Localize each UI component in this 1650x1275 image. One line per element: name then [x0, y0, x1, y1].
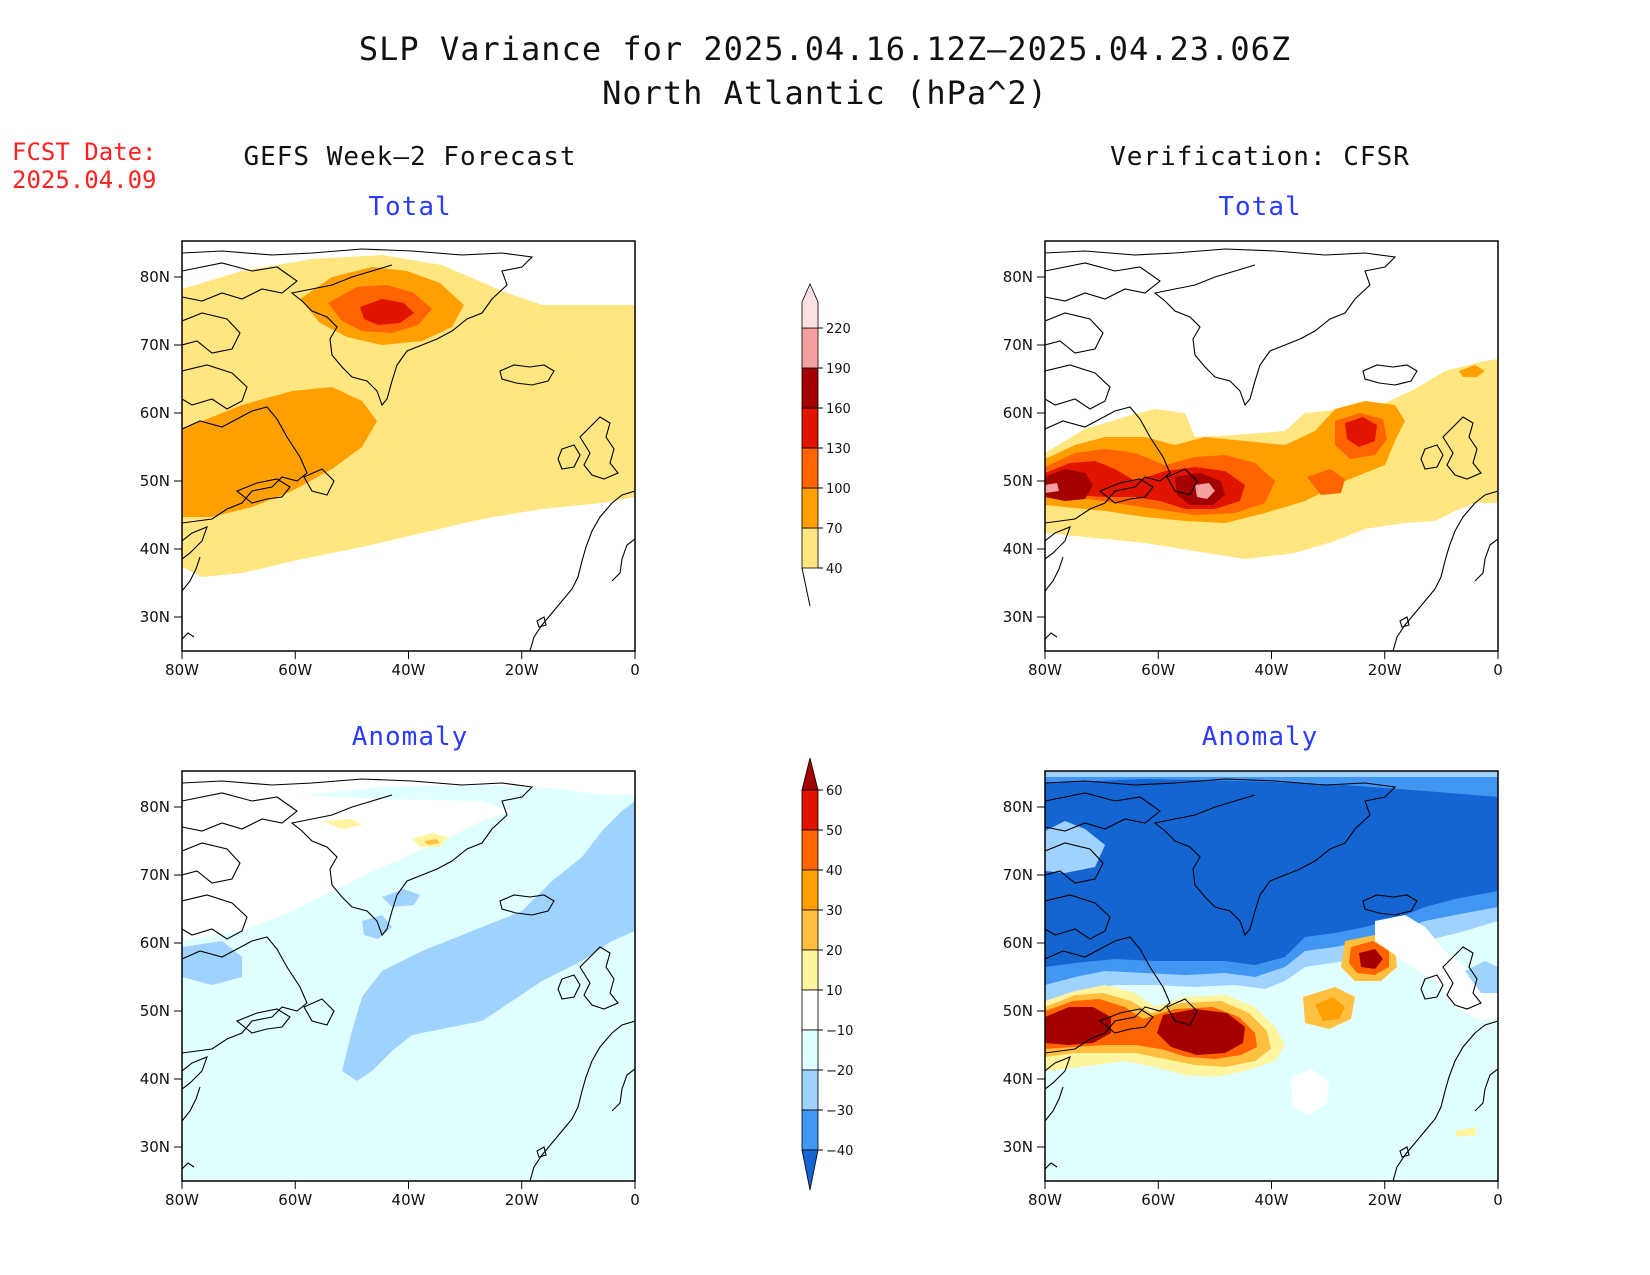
colorbar-anomaly-label: 30	[826, 904, 843, 919]
lat-tick-label: 80N	[1003, 268, 1033, 286]
main-title-line1: SLP Variance for 2025.04.16.12Z–2025.04.…	[358, 30, 1292, 68]
colorbar-anomaly-label: −30	[826, 1104, 853, 1119]
lon-tick-label: 40W	[1255, 661, 1289, 679]
colorbar-total-label: 130	[826, 442, 851, 457]
colorbar-anomaly-swatch	[801, 949, 819, 991]
lon-tick-label: 0	[630, 1191, 640, 1209]
lat-tick-label: 70N	[1003, 866, 1033, 884]
colorbar-total-end	[801, 567, 811, 607]
lon-tick-label: 20W	[505, 1191, 539, 1209]
lon-tick-label: 20W	[1368, 661, 1402, 679]
colorbar-anomaly-swatch	[801, 829, 819, 871]
lat-tick-label: 40N	[1003, 540, 1033, 558]
colorbar-total-swatch	[801, 367, 819, 409]
lon-tick-label: 60W	[1141, 1191, 1175, 1209]
colorbar-total: 40 70 100 130 160 190 220	[801, 283, 851, 607]
colorbar-anomaly-swatch	[801, 1109, 819, 1151]
colorbar-anomaly-swatch	[801, 757, 819, 791]
fcst-date-label: FCST Date:	[12, 138, 157, 166]
colorbar-total-swatch	[801, 447, 819, 489]
colorbar-anomaly-swatch	[801, 1149, 819, 1191]
map-verification-total-fill	[1045, 248, 1498, 651]
lat-tick-label: 60N	[140, 934, 170, 952]
axes-layer: 80N 70N 60N 50N 40N 30N 80W 60W 40W 20W 0 80N 70N 60N…	[140, 268, 1503, 1209]
lat-tick-label: 70N	[1003, 336, 1033, 354]
lat-tick-label: 40N	[1003, 1070, 1033, 1088]
lon-tick-label: 80W	[165, 1191, 199, 1209]
colorbar-total-label: 70	[826, 522, 843, 537]
map-verification-anomaly-fill	[1045, 771, 1498, 1181]
lat-tick-label: 50N	[140, 472, 170, 490]
panel-title-verification-anomaly: Anomaly	[1201, 722, 1319, 752]
colorbar-total-swatch	[801, 527, 819, 569]
colorbar-anomaly-label: −10	[826, 1024, 853, 1039]
lon-tick-label: 40W	[392, 1191, 426, 1209]
lat-tick-label: 80N	[140, 798, 170, 816]
colorbar-anomaly-swatch	[801, 789, 819, 831]
lon-tick-label: 40W	[392, 661, 426, 679]
left-column-heading: GEFS Week–2 Forecast	[243, 142, 577, 172]
lon-tick-label: 0	[1493, 1191, 1503, 1209]
colorbar-anomaly: 60 50 40 30 20 10 −10 −20 −30 −40	[801, 757, 853, 1191]
colorbar-total-label: 100	[826, 482, 851, 497]
panel-title-verification-total: Total	[1218, 192, 1302, 222]
colorbar-total-label: 220	[826, 322, 851, 337]
fcst-date-value: 2025.04.09	[12, 166, 157, 194]
lon-tick-label: 60W	[278, 1191, 312, 1209]
colorbar-total-swatch	[801, 327, 819, 369]
lon-tick-label: 80W	[1028, 661, 1062, 679]
lat-tick-label: 70N	[140, 866, 170, 884]
colorbar-total-label: 40	[826, 562, 843, 577]
colorbar-total-swatch	[801, 283, 819, 329]
colorbar-anomaly-swatch	[801, 1029, 819, 1071]
colorbar-total-swatch	[801, 407, 819, 449]
colorbar-anomaly-swatch	[801, 869, 819, 911]
colorbar-anomaly-swatch	[801, 909, 819, 951]
lon-tick-label: 0	[630, 661, 640, 679]
colorbar-anomaly-label: 20	[826, 944, 843, 959]
main-title-line2: North Atlantic (hPa^2)	[602, 74, 1048, 112]
lon-tick-label: 80W	[1028, 1191, 1062, 1209]
lat-tick-label: 50N	[1003, 472, 1033, 490]
colorbar-anomaly-label: 60	[826, 784, 843, 799]
lat-tick-label: 60N	[1003, 404, 1033, 422]
lat-tick-label: 30N	[140, 1138, 170, 1156]
lon-tick-label: 60W	[1141, 661, 1175, 679]
map-forecast-anomaly-fill	[182, 778, 635, 1181]
lon-tick-label: 20W	[505, 661, 539, 679]
colorbar-total-label: 160	[826, 402, 851, 417]
lat-tick-label: 30N	[140, 608, 170, 626]
lon-tick-label: 20W	[1368, 1191, 1402, 1209]
lat-tick-label: 60N	[140, 404, 170, 422]
panel-title-forecast-anomaly: Anomaly	[351, 722, 469, 752]
panel-title-forecast-total: Total	[368, 192, 452, 222]
colorbar-total-label: 190	[826, 362, 851, 377]
colorbar-anomaly-label: 10	[826, 984, 843, 999]
lat-tick-label: 80N	[1003, 798, 1033, 816]
lat-tick-label: 30N	[1003, 1138, 1033, 1156]
lat-tick-label: 30N	[1003, 608, 1033, 626]
lon-tick-label: 80W	[165, 661, 199, 679]
colorbar-total-swatch	[801, 487, 819, 529]
right-column-heading: Verification: CFSR	[1110, 142, 1410, 172]
map-forecast-total-fill	[182, 248, 635, 651]
colorbar-anomaly-swatch	[801, 1069, 819, 1111]
lat-tick-label: 40N	[140, 1070, 170, 1088]
colorbar-anomaly-swatch	[801, 989, 819, 1031]
colorbar-anomaly-label: −20	[826, 1064, 853, 1079]
lat-tick-label: 40N	[140, 540, 170, 558]
lat-tick-label: 60N	[1003, 934, 1033, 952]
colorbar-anomaly-label: −40	[826, 1144, 853, 1159]
lon-tick-label: 40W	[1255, 1191, 1289, 1209]
lon-tick-label: 60W	[278, 661, 312, 679]
lat-tick-label: 50N	[140, 1002, 170, 1020]
lat-tick-label: 50N	[1003, 1002, 1033, 1020]
lat-tick-label: 70N	[140, 336, 170, 354]
lon-tick-label: 0	[1493, 661, 1503, 679]
colorbar-anomaly-label: 40	[826, 864, 843, 879]
lat-tick-label: 80N	[140, 268, 170, 286]
colorbar-anomaly-label: 50	[826, 824, 843, 839]
